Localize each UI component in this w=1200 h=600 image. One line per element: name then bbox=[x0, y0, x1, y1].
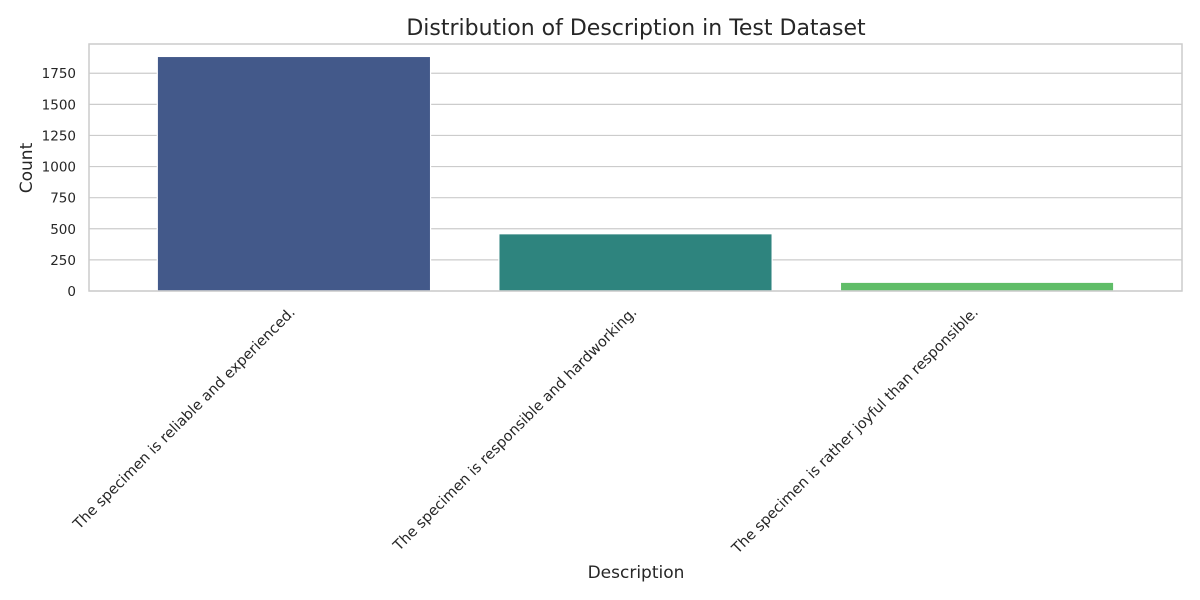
bar bbox=[498, 233, 773, 292]
x-tick-label: The specimen is rather joyful than respo… bbox=[729, 305, 982, 558]
x-tick-label: The specimen is responsible and hardwork… bbox=[390, 305, 640, 555]
plot-frame bbox=[88, 43, 1183, 292]
x-tick-labels: The specimen is reliable and experienced… bbox=[70, 305, 982, 558]
bar bbox=[839, 281, 1115, 292]
chart-title: Distribution of Description in Test Data… bbox=[406, 16, 866, 41]
y-tick-label: 250 bbox=[50, 253, 76, 269]
bar bbox=[156, 55, 432, 292]
x-axis-label: Description bbox=[588, 563, 685, 583]
x-tick-label: The specimen is reliable and experienced… bbox=[70, 305, 299, 534]
y-tick-label: 750 bbox=[50, 191, 76, 207]
y-tick-label: 500 bbox=[50, 222, 76, 238]
y-tick-label: 0 bbox=[67, 284, 76, 300]
bars bbox=[156, 55, 1115, 292]
y-tick-label: 1250 bbox=[42, 128, 76, 144]
y-axis-label: Count bbox=[17, 142, 37, 193]
y-tick-labels: 0 250 500 750 1000 1250 1500 1750 bbox=[42, 66, 76, 300]
y-tick-label: 1500 bbox=[42, 97, 76, 113]
y-tick-label: 1750 bbox=[42, 66, 76, 82]
y-tick-label: 1000 bbox=[42, 160, 76, 176]
